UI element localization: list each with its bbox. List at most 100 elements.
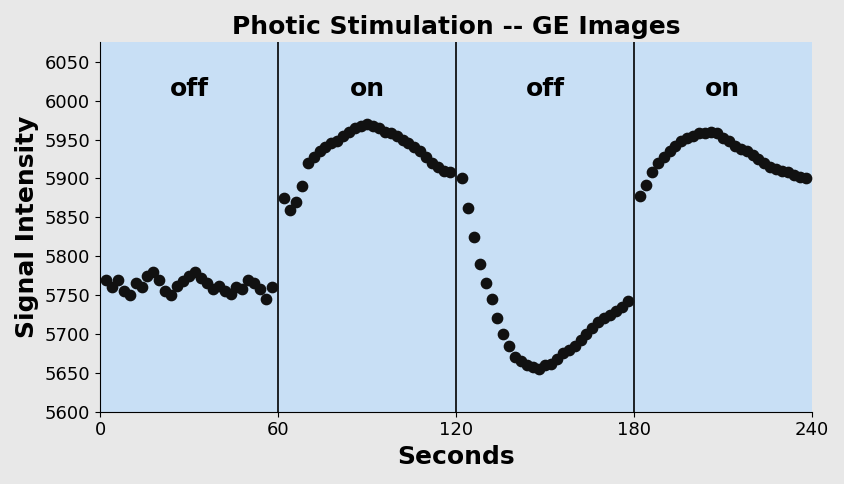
Title: Photic Stimulation -- GE Images: Photic Stimulation -- GE Images — [232, 15, 680, 39]
Point — [431, 163, 445, 171]
Point — [782, 168, 795, 176]
Point — [253, 285, 267, 293]
Point — [230, 284, 243, 291]
Point — [799, 175, 813, 182]
Point — [467, 233, 480, 241]
Text: on: on — [349, 77, 385, 101]
Point — [277, 194, 290, 202]
Point — [704, 128, 717, 136]
Point — [568, 342, 582, 349]
Point — [639, 181, 652, 188]
Point — [378, 128, 392, 136]
Point — [129, 280, 143, 287]
Point — [141, 272, 154, 279]
Point — [758, 159, 771, 167]
Point — [437, 167, 451, 175]
Point — [176, 277, 190, 285]
Point — [592, 318, 605, 326]
Point — [100, 276, 113, 284]
Point — [556, 349, 570, 357]
Point — [135, 284, 149, 291]
Point — [337, 132, 350, 139]
Text: off: off — [170, 77, 208, 101]
Point — [408, 143, 421, 151]
Point — [188, 268, 202, 275]
Point — [194, 274, 208, 282]
Point — [147, 268, 160, 275]
Point — [521, 361, 534, 369]
Y-axis label: Signal Intensity: Signal Intensity — [15, 116, 39, 338]
Point — [170, 282, 184, 289]
Point — [349, 124, 362, 132]
Point — [717, 134, 730, 142]
Point — [153, 276, 166, 284]
Point — [372, 124, 386, 132]
Point — [123, 291, 137, 299]
Text: off: off — [526, 77, 565, 101]
Point — [538, 361, 552, 369]
Point — [182, 272, 196, 279]
Point — [301, 159, 315, 167]
Point — [354, 121, 368, 129]
Point — [343, 128, 356, 136]
Point — [533, 365, 546, 373]
Point — [224, 289, 237, 297]
Point — [396, 136, 409, 143]
Point — [496, 330, 510, 338]
Point — [419, 153, 433, 161]
Point — [461, 204, 474, 212]
Point — [106, 284, 119, 291]
Point — [384, 129, 398, 137]
Point — [455, 175, 468, 182]
Point — [390, 132, 403, 139]
Point — [509, 353, 522, 361]
Point — [218, 287, 231, 295]
Point — [633, 192, 647, 199]
Point — [722, 137, 736, 145]
Point — [425, 159, 439, 167]
Point — [484, 295, 498, 303]
Point — [793, 173, 807, 181]
Point — [111, 276, 125, 284]
Point — [360, 120, 374, 128]
Point — [710, 129, 723, 137]
Point — [295, 182, 308, 190]
Point — [289, 198, 302, 206]
Point — [490, 315, 504, 322]
Point — [764, 163, 777, 171]
Point — [621, 298, 635, 305]
Point — [734, 145, 748, 153]
Point — [663, 147, 676, 155]
Point — [313, 147, 327, 155]
Point — [325, 139, 338, 147]
Point — [259, 295, 273, 303]
Point — [443, 168, 457, 176]
Point — [307, 153, 321, 161]
Point — [657, 153, 670, 161]
Point — [206, 285, 219, 293]
Point — [674, 137, 688, 145]
Point — [283, 206, 296, 213]
Point — [776, 167, 789, 175]
Point — [770, 165, 783, 173]
Point — [331, 137, 344, 145]
Point — [686, 132, 700, 139]
Point — [645, 168, 658, 176]
Point — [746, 151, 760, 159]
Point — [117, 287, 131, 295]
Point — [651, 159, 664, 167]
Point — [402, 139, 415, 147]
Point — [752, 155, 766, 163]
X-axis label: Seconds: Seconds — [398, 445, 515, 469]
Point — [574, 336, 587, 344]
Point — [544, 360, 558, 367]
Point — [502, 342, 516, 349]
Point — [562, 346, 576, 353]
Point — [479, 280, 492, 287]
Point — [319, 143, 333, 151]
Point — [740, 147, 754, 155]
Point — [603, 311, 617, 318]
Point — [668, 142, 682, 150]
Point — [680, 134, 694, 142]
Point — [265, 284, 279, 291]
